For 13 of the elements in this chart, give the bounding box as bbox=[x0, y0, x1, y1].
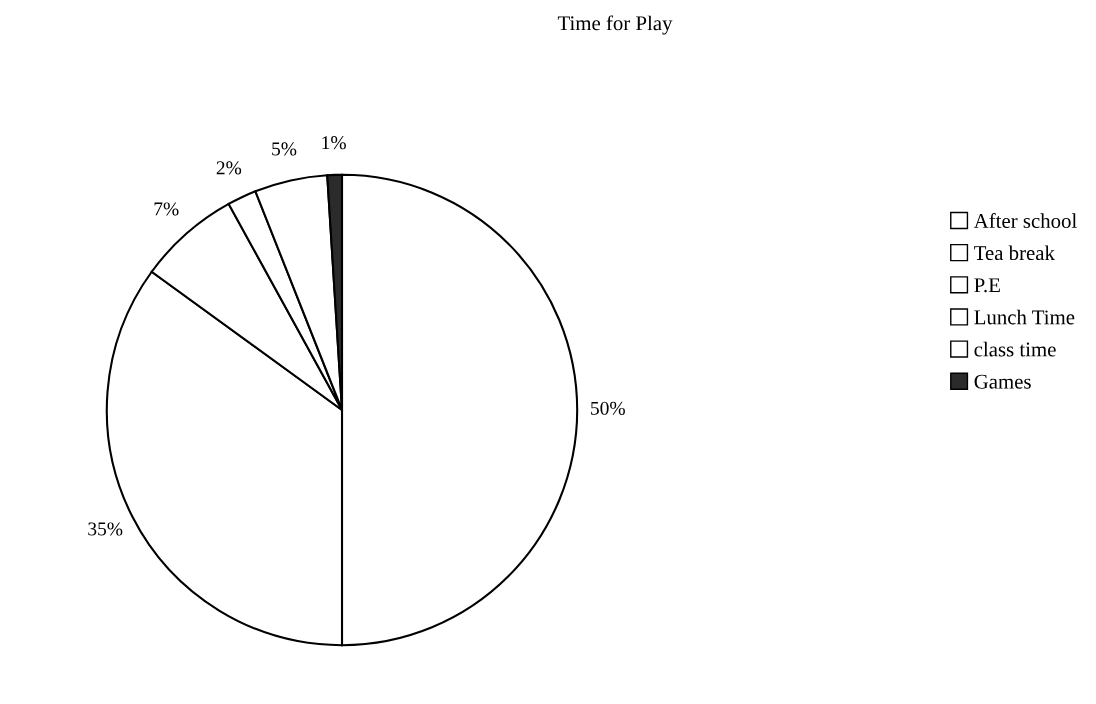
data-label: 1% bbox=[322, 136, 346, 150]
data-label: 50% bbox=[591, 401, 625, 415]
data-label: 2% bbox=[216, 161, 242, 175]
data-label: 35% bbox=[88, 522, 123, 536]
legend-label: Games bbox=[974, 374, 1031, 389]
data-label: 5% bbox=[272, 142, 297, 156]
data-label: 7% bbox=[154, 202, 179, 216]
chart-title: Time for Play bbox=[557, 15, 673, 35]
legend-label: Tea break bbox=[974, 245, 1055, 261]
legend-label: After school bbox=[973, 213, 1077, 228]
legend-label: class time bbox=[974, 341, 1056, 357]
legend-label: Lunch Time bbox=[974, 309, 1075, 325]
legend-label: P.E bbox=[974, 278, 1000, 293]
